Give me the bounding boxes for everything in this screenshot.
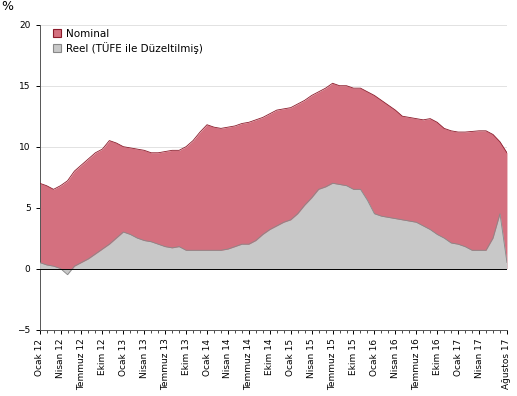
Y-axis label: %: % xyxy=(1,0,13,13)
Legend: Nominal, Reel (TÜFE ile Düzeltilmiş): Nominal, Reel (TÜFE ile Düzeltilmiş) xyxy=(49,25,207,58)
